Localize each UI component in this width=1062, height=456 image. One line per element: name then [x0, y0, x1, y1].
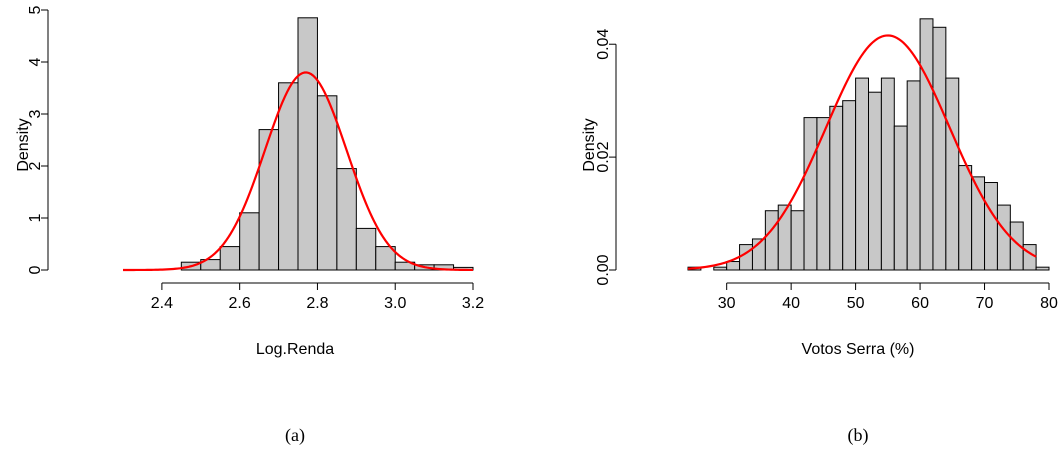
- x-tick-label: 40: [782, 295, 800, 312]
- density-curve: [123, 71, 474, 272]
- histogram-bar: [803, 117, 818, 271]
- x-tick-label: 2.4: [151, 295, 173, 312]
- x-tick-label: 2.6: [229, 295, 251, 312]
- histogram-bar: [1022, 244, 1037, 271]
- histogram-bar: [790, 210, 805, 271]
- histogram-bar: [1035, 266, 1050, 271]
- y-tick-label: 0.02: [595, 141, 612, 172]
- histogram-bar: [219, 246, 241, 271]
- histogram-bar: [278, 82, 299, 271]
- histogram-bar: [336, 168, 357, 271]
- histogram-bar: [258, 129, 280, 271]
- histogram-bar: [996, 204, 1011, 271]
- x-tick-label: 80: [1040, 295, 1058, 312]
- histogram-bar: [726, 261, 741, 271]
- panel-label: (a): [285, 425, 305, 446]
- y-axis-label: Density: [15, 118, 32, 171]
- histogram-bar: [919, 18, 934, 271]
- x-tick-label: 2.8: [306, 295, 328, 312]
- histogram-bar: [880, 77, 895, 271]
- histogram-bar: [816, 117, 831, 271]
- histogram-bar: [984, 182, 998, 271]
- histogram-panel-votos-serra: Density Votos Serra (%) (b) 30 40 50 60 70 80…: [581, 18, 1058, 446]
- histogram-bar: [893, 125, 908, 271]
- histogram-bar: [868, 91, 882, 271]
- histogram-bar: [932, 26, 947, 271]
- histogram-bar: [713, 266, 728, 271]
- x-tick-label: 3.2: [462, 295, 484, 312]
- x-axis-label: Votos Serra (%): [802, 341, 915, 358]
- y-tick-label: 0.00: [595, 254, 612, 285]
- histogram-bar: [842, 100, 857, 271]
- y-tick-label: 0.04: [595, 29, 612, 60]
- x-tick-label: 50: [847, 295, 865, 312]
- histogram-bar: [906, 80, 921, 271]
- histogram-bar: [739, 244, 753, 271]
- y-tick-label: 1: [27, 213, 44, 222]
- y-tick-label: 5: [27, 5, 44, 14]
- x-axis-label: Log.Renda: [256, 341, 334, 358]
- density-curve: [687, 34, 1037, 270]
- histogram-bar: [829, 105, 844, 271]
- y-axis-label: Density: [581, 118, 598, 171]
- histogram-bar: [375, 246, 396, 271]
- y-tick-label: 2: [27, 161, 44, 170]
- histogram-bar: [855, 77, 869, 271]
- histogram-bar: [958, 165, 973, 271]
- histogram-bar: [777, 204, 792, 271]
- y-tick-label: 3: [27, 109, 44, 118]
- histogram-panel-log-renda: Density Log.Renda (a) 2.4 2.6 2.8 3.0 3.2 0 1 2…: [15, 5, 484, 446]
- x-tick-label: 70: [976, 295, 994, 312]
- histogram-bar: [297, 17, 318, 271]
- x-tick-label: 3.0: [384, 295, 406, 312]
- histogram-bar: [355, 227, 377, 271]
- histogram-bar: [239, 212, 260, 271]
- y-tick-label: 0: [27, 265, 44, 274]
- x-tick-label: 60: [911, 295, 929, 312]
- y-tick-label: 4: [27, 57, 44, 66]
- histogram-bar: [316, 95, 338, 271]
- x-tick-label: 30: [718, 295, 736, 312]
- histogram-bar: [764, 210, 779, 271]
- panel-label: (b): [848, 425, 869, 446]
- histogram-bar: [945, 77, 960, 271]
